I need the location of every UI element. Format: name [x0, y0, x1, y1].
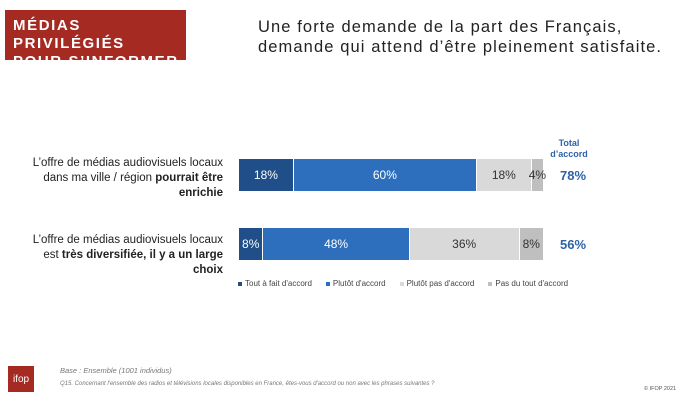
bar-segment: 36%: [409, 228, 520, 260]
bar-row-1: 18% 60% 18% 4%: [239, 159, 546, 191]
category-label-1: L’offre de médias audiovisuels locaux da…: [23, 156, 223, 201]
copyright: © IFOP 2021: [644, 386, 677, 392]
subtitle-line-1: Une forte demande de la part des Françai…: [258, 18, 623, 36]
category-bold: pourrait être enrichie: [155, 172, 223, 199]
title-line-1: MÉDIAS PRIVILÉGIÉS: [13, 17, 125, 52]
subtitle: Une forte demande de la part des Françai…: [258, 17, 662, 57]
bar-segment: 8%: [519, 228, 544, 260]
category-bold: très diversifiée, il y a un large choix: [61, 249, 223, 276]
legend-swatch: [325, 281, 330, 286]
bar-segment: 4%: [529, 159, 546, 191]
legend-swatch: [488, 281, 493, 286]
bar-segment: 48%: [263, 228, 410, 260]
base-note: Base : Ensemble (1001 individus): [60, 366, 172, 375]
totals-header: Total d’accord: [550, 138, 588, 159]
total-1: 78%: [560, 168, 587, 183]
section-title: MÉDIAS PRIVILÉGIÉS POUR S’INFORMER: [5, 10, 186, 70]
question-note: Q15. Concernant l'ensemble des radios et…: [60, 381, 435, 387]
bar-segment: 18%: [239, 159, 294, 191]
legend-swatch: [399, 281, 404, 286]
legend: Tout à fait d'accord Plutôt d'accord Plutô…: [238, 279, 568, 288]
subtitle-line-2: demande qui attend d’être pleinement sat…: [258, 38, 663, 56]
ifop-logo: ifop: [8, 366, 34, 392]
title-line-2: POUR S’INFORMER: [13, 53, 179, 70]
legend-item: Plutôt d'accord: [325, 279, 386, 288]
legend-item: Pas du tout d'accord: [488, 279, 568, 288]
legend-swatch: [238, 281, 242, 286]
category-text: L’offre de médias audiovisuels locaux es…: [32, 234, 223, 261]
legend-item: Tout à fait d'accord: [238, 279, 312, 288]
total-2: 56%: [560, 237, 587, 252]
legend-item: Plutôt pas d'accord: [399, 279, 474, 288]
category-text: L’offre de médias audiovisuels locaux da…: [32, 157, 223, 184]
bar-row-2: 8% 48% 36% 8%: [239, 228, 544, 260]
category-label-2: L’offre de médias audiovisuels locaux es…: [23, 233, 223, 278]
bar-segment: 18%: [476, 159, 532, 191]
bar-segment: 60%: [293, 159, 477, 191]
bar-segment: 8%: [239, 228, 264, 260]
